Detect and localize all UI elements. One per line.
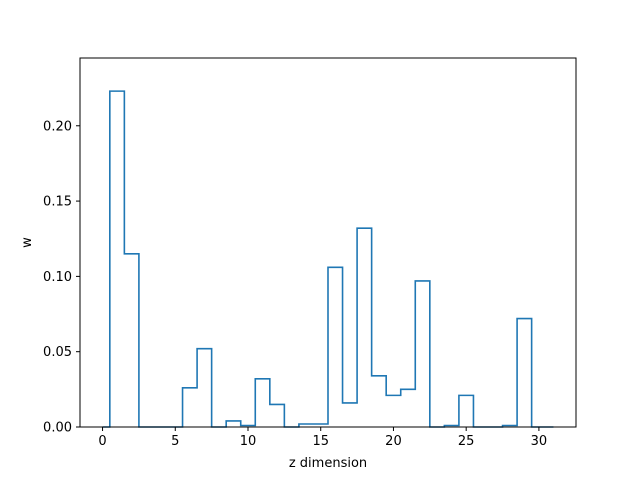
axes-frame [79, 57, 577, 428]
x-axis-ticks: 0 5 10 15 20 25 30 [98, 427, 547, 449]
y-tick-label: 0.00 [43, 421, 72, 436]
x-tick-label: 30 [531, 434, 548, 449]
y-tick-label: 0.15 [43, 195, 72, 210]
plot-area [102, 90, 554, 428]
x-tick-label: 5 [171, 434, 179, 449]
x-tick-label: 25 [458, 434, 475, 449]
series-step-line [102, 90, 554, 428]
y-axis-ticks: 0.00 0.05 0.10 0.15 0.20 [43, 119, 80, 436]
y-tick-label: 0.10 [43, 270, 72, 285]
y-tick-label: 0.20 [43, 119, 72, 134]
x-tick-label: 20 [385, 434, 402, 449]
y-tick-label: 0.05 [43, 345, 72, 360]
x-tick-label: 10 [240, 434, 257, 449]
x-tick-label: 0 [98, 434, 106, 449]
x-tick-label: 15 [312, 434, 329, 449]
y-axis-label: w [20, 237, 35, 248]
x-axis-label: z dimension [289, 456, 367, 471]
